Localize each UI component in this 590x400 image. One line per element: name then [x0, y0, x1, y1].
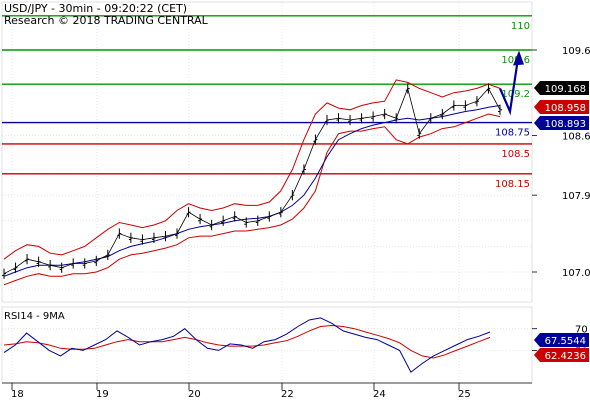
- price-badge-label: 108.893: [545, 119, 586, 130]
- rsi-tick-label: 70: [575, 325, 588, 336]
- price-badge: [534, 81, 589, 95]
- chart-header-line1: USD/JPY - 30min - 09:20:22 (CET): [4, 2, 187, 15]
- rsi-pane: [1, 306, 533, 384]
- lower-band-line: [3, 113, 501, 286]
- price-tick-label: 109.6: [562, 46, 590, 57]
- x-tick-label: 20: [188, 389, 201, 400]
- price-axis: 109.6 108.6 107.9 107.0: [532, 46, 590, 279]
- close-line: [3, 87, 501, 275]
- x-tick-label: 19: [96, 389, 109, 400]
- price-tick-label: 107.9: [562, 191, 590, 202]
- level-label: 110: [511, 21, 530, 32]
- rsi-series: [3, 317, 491, 373]
- rsi-line: [3, 317, 491, 373]
- upper-band-line: [3, 79, 501, 260]
- forecast-arrowhead: [513, 50, 524, 66]
- x-tick-label: 22: [281, 389, 294, 400]
- level-label: 108.75: [495, 128, 530, 139]
- level-label: 108.5: [501, 149, 530, 160]
- x-axis: 18 19 20 22 24 25: [2, 382, 532, 400]
- price-pane: [1, 1, 533, 303]
- chart-header-line2: Research © 2018 TRADING CENTRAL: [4, 14, 209, 27]
- price-tick-label: 108.6: [562, 131, 590, 142]
- level-label: 109.2: [501, 89, 530, 100]
- price-badges: 109.168 108.958 108.893: [534, 81, 589, 130]
- x-tick-label: 24: [373, 389, 386, 400]
- rsi-badges: 67.5544 62.4236: [534, 333, 589, 362]
- forecast-path: [498, 58, 520, 116]
- rsi-label: RSI14 - 9MA: [4, 311, 65, 322]
- x-tick-label: 18: [11, 389, 24, 400]
- rsi-badge: [534, 348, 589, 362]
- price-badge-label: 109.168: [545, 84, 586, 95]
- rsi-badge: [534, 333, 589, 347]
- forecast-arrow: [498, 50, 524, 116]
- moving-average-line: [3, 105, 501, 277]
- price-badge-label: 108.958: [545, 103, 586, 114]
- price-badge: [534, 100, 589, 114]
- price-tick-label: 107.0: [562, 268, 590, 279]
- level-label: 108.15: [495, 179, 530, 190]
- rsi-badge-label: 62.4236: [545, 351, 586, 362]
- rsi-badge-label: 67.5544: [545, 336, 586, 347]
- price-badge: [534, 116, 589, 130]
- price-series: [2, 79, 502, 286]
- x-tick-label: 25: [458, 389, 471, 400]
